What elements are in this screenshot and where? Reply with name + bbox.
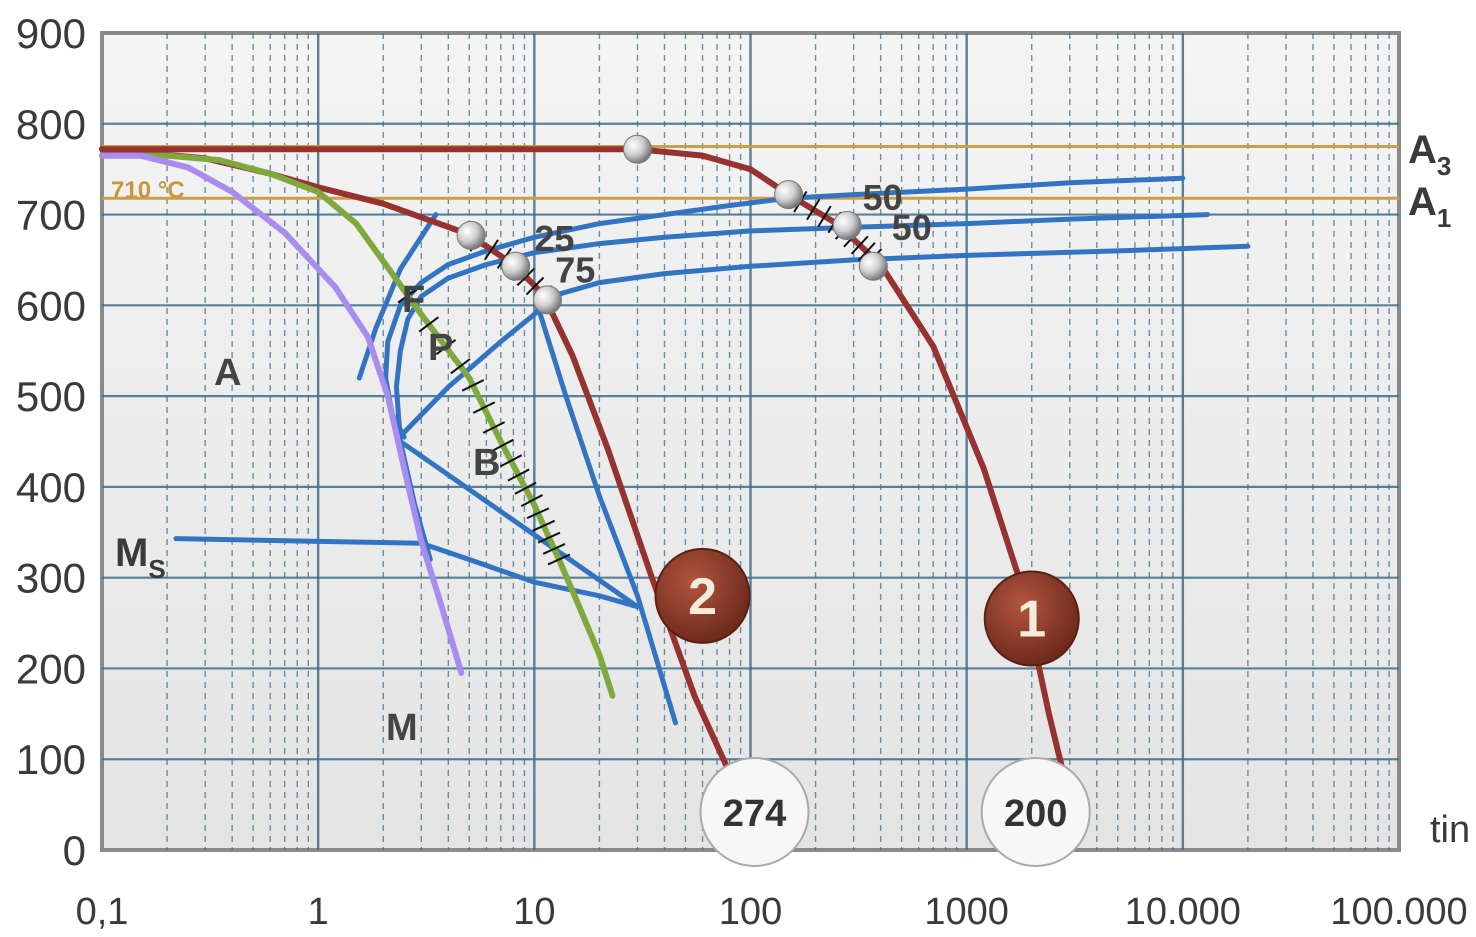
hatch-mark (499, 454, 523, 468)
region-label-bainite: B (473, 442, 500, 484)
hatch-mark (850, 235, 869, 255)
hatch-mark (482, 421, 506, 434)
hatch-mark (526, 507, 550, 520)
transformation-curve (393, 212, 1210, 444)
hatch-mark (472, 401, 496, 414)
y-tick-label: 500 (16, 373, 86, 420)
hatch-mark (435, 339, 457, 356)
transformation-curve (401, 243, 1251, 435)
transformation-point (774, 180, 804, 210)
y-tick-label: 200 (16, 645, 86, 692)
labels-layer: A F P B M MS A3 A1 710 °C tin (111, 128, 1470, 851)
end-value-label: 200 (1004, 793, 1067, 835)
transformation-curve (383, 175, 1186, 440)
hatch-mark (537, 531, 561, 544)
x-tick-label: 100 (719, 891, 782, 933)
hatch-mark (507, 468, 530, 482)
y-tick-label: 300 (16, 555, 86, 602)
region-label-pearlite: P (428, 327, 453, 369)
x-tick-label: 0,1 (76, 891, 129, 933)
x-tick-label: 1 (308, 891, 329, 933)
hatch-mark (397, 287, 419, 304)
hatch-mark (483, 239, 499, 261)
hatch-mark (817, 205, 832, 228)
hatch-mark (806, 198, 821, 221)
percent-label: 50 (892, 207, 932, 248)
transformation-curve (536, 307, 678, 726)
transformation-point (622, 134, 652, 164)
time-unit-label: tin (1430, 809, 1470, 851)
hatch-mark (514, 481, 537, 495)
y-tick-label: 600 (16, 282, 86, 329)
curve-badge (983, 570, 1080, 667)
curve-badge-label: 1 (1017, 591, 1046, 649)
axis-ticks: 0 100 200 300 400 500 600 700 800 900 0,1 1 10 100 100… (16, 10, 1468, 933)
hatch-mark (418, 316, 439, 333)
transformation-point (832, 210, 862, 240)
hatch-mark (520, 494, 544, 508)
hatch-mark (516, 267, 536, 287)
ms-label: MS (115, 531, 166, 584)
a3-label: A3 (1408, 128, 1451, 181)
cooling-curve (99, 152, 616, 699)
y-tick-label: 700 (16, 192, 86, 239)
curve-badge (654, 547, 751, 644)
y-tick-label: 0 (63, 827, 86, 874)
percent-label: 75 (555, 250, 595, 291)
a1-label: A1 (1408, 180, 1451, 233)
grid (102, 33, 1399, 850)
end-value-circle (980, 757, 1091, 867)
end-value-label: 274 (723, 793, 786, 835)
y-tick-label: 900 (16, 10, 86, 57)
curve-badge-label: 2 (688, 568, 717, 626)
temp-annotation: 710 °C (111, 177, 185, 204)
percent-label: 50 (863, 177, 903, 218)
x-tick-label: 10 (513, 891, 555, 933)
y-tick-label: 800 (16, 101, 86, 148)
cooling-curve (99, 152, 465, 676)
region-label-martensite: M (386, 707, 418, 749)
hatch-mark (491, 438, 514, 452)
region-label-austenite: A (214, 352, 241, 394)
x-tick-label: 1000 (924, 891, 1009, 933)
hatch-mark (857, 242, 876, 262)
series-layer (99, 146, 1251, 776)
end-value-circles: 274 200 (699, 757, 1091, 867)
end-value-circle (699, 757, 810, 867)
hatch-mark (542, 543, 566, 555)
transform-points (456, 134, 888, 315)
percent-label: 25 (534, 218, 574, 259)
transformation-point (456, 220, 486, 250)
transformation-point (858, 251, 888, 281)
x-tick-label: 100.000 (1330, 891, 1467, 933)
hatch-mark (461, 379, 485, 392)
y-tick-label: 400 (16, 464, 86, 511)
transformation-point (532, 285, 562, 315)
transformation-curve (356, 212, 439, 381)
region-label-ferrite: F (402, 279, 425, 321)
y-tick-label: 100 (16, 736, 86, 783)
hatch-mark (532, 519, 556, 532)
hatch-mark (450, 358, 471, 375)
hatch-mark (525, 276, 545, 296)
x-tick-label: 10.000 (1125, 891, 1241, 933)
transformation-point (501, 251, 531, 281)
hatch-mark (547, 553, 571, 566)
